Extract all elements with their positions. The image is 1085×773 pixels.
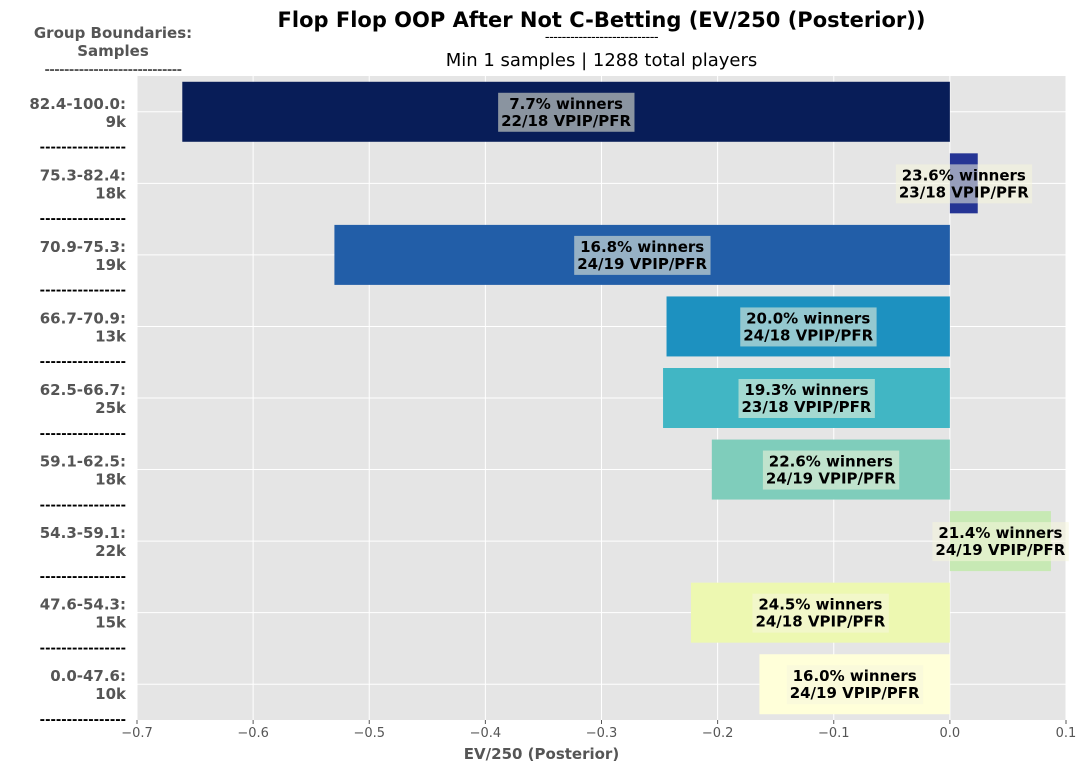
group-separator: ---------------- [40,641,126,656]
annotation-box [498,92,635,132]
group-separator: ---------------- [40,498,126,513]
bar-annotation: 21.4% winners 24/19 VPIP/PFR [932,522,1069,562]
corner-label-line1: Group Boundaries: [33,24,193,42]
corner-rule: ---------------------------- [44,63,182,78]
x-tick-label: 0.1 [1056,726,1077,741]
corner-label-line2: Samples [77,42,149,60]
group-boundary-label: 75.3-82.4: [40,166,126,184]
annotation-box [738,379,875,418]
bar-annotation: 22.6% winners 24/19 VPIP/PFR [762,450,900,490]
annotation-text: 22.6% winners 24/19 VPIP/PFR [766,453,896,488]
annotation-box [752,593,889,633]
annotation-text: 24.5% winners 24/18 VPIP/PFR [755,596,885,631]
group-separator: ---------------- [40,141,126,156]
x-tick-label: −0.6 [237,726,269,741]
group-boundary-label: 0.0-47.6: [50,667,126,685]
group-samples-label: 9k [106,113,127,131]
x-tick-label: 0.0 [940,726,961,741]
group-boundary-label: 66.7-70.9: [40,309,126,327]
annotation-text: 19.3% winners 23/18 VPIP/PFR [742,381,872,416]
bar-annotation: 24.5% winners 24/18 VPIP/PFR [752,593,889,633]
annotation-text: 16.0% winners 24/19 VPIP/PFR [790,667,920,702]
bar-annotation: 7.7% winners 22/18 VPIP/PFR [498,92,635,132]
group-boundary-label: 62.5-66.7: [40,381,126,399]
group-samples-label: 18k [95,471,127,489]
chart-title: Flop Flop OOP After Not C-Betting (EV/25… [277,8,926,32]
x-tick-label: −0.7 [121,726,153,741]
group-samples-label: 18k [95,184,127,202]
annotation-box [762,450,900,490]
annotation-text: 21.4% winners 24/19 VPIP/PFR [935,524,1065,559]
group-boundaries-header: Group Boundaries: Samples --------------… [10,24,216,80]
group-separator: ---------------- [40,355,126,370]
group-samples-label: 22k [95,542,127,560]
annotation-text: 23.6% winners 23/18 VPIP/PFR [899,166,1029,201]
group-samples-label: 10k [95,685,127,703]
x-tick-label: −0.1 [818,726,850,741]
bar-annotation: 23.6% winners 23/18 VPIP/PFR [895,164,1033,204]
group-boundary-label: 70.9-75.3: [40,238,126,256]
chart-subtitle: Min 1 samples | 1288 total players [445,50,758,71]
group-samples-label: 25k [95,399,127,417]
group-separator: ---------------- [40,570,126,585]
group-boundary-label: 47.6-54.3: [40,596,126,614]
x-tick-label: −0.4 [470,726,502,741]
group-samples-label: 15k [95,614,127,632]
bar-annotation: 16.0% winners 24/19 VPIP/PFR [786,665,924,705]
annotation-box [932,522,1069,562]
x-tick-label: −0.2 [702,726,734,741]
bar-annotation: 20.0% winners 24/18 VPIP/PFR [740,307,877,347]
group-samples-label: 13k [95,327,127,345]
bar-annotation: 16.8% winners 24/19 VPIP/PFR [574,235,711,275]
bar-annotation: 19.3% winners 23/18 VPIP/PFR [738,379,875,418]
annotation-text: 20.0% winners 24/18 VPIP/PFR [743,309,873,344]
x-axis-label: EV/250 (Posterior) [464,745,619,763]
x-tick-label: −0.3 [586,726,618,741]
annotation-box [574,235,711,275]
group-boundary-label: 59.1-62.5: [40,453,126,471]
group-separator: ---------------- [40,284,126,299]
group-boundary-label: 54.3-59.1: [40,524,126,542]
title-rule: --------------------------- [544,30,659,45]
group-separator: ---------------- [40,713,126,728]
group-separator: ---------------- [40,212,126,227]
group-boundary-label: 82.4-100.0: [29,95,126,113]
annotation-box [895,164,1033,204]
x-tick-label: −0.5 [353,726,385,741]
group-separator: ---------------- [40,427,126,442]
group-samples-label: 19k [95,256,127,274]
annotation-box [786,665,924,705]
annotation-text: 7.7% winners 22/18 VPIP/PFR [501,95,631,130]
annotation-box [740,307,877,347]
annotation-text: 16.8% winners 24/19 VPIP/PFR [577,238,707,273]
